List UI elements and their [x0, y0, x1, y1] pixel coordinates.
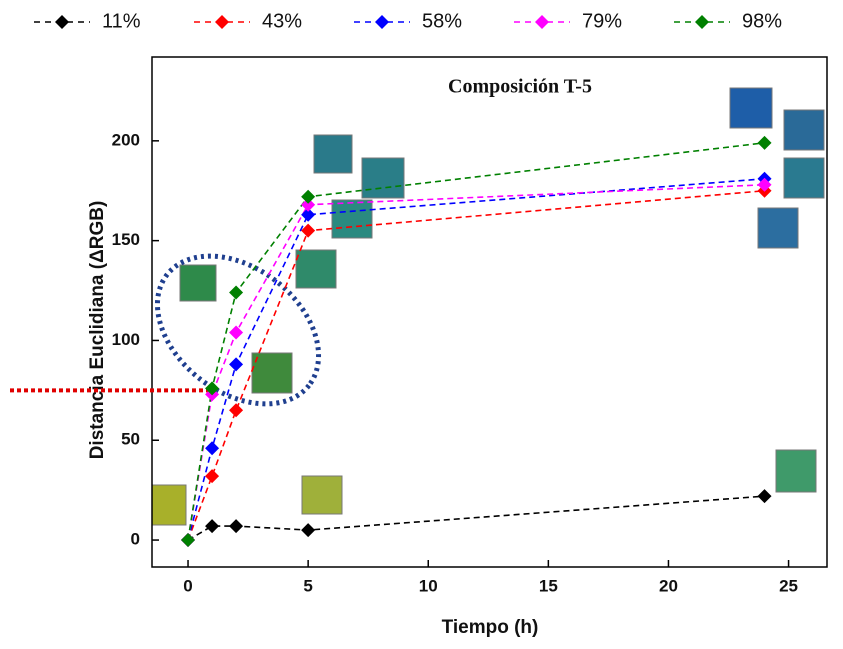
data-point [301, 197, 316, 212]
data-point [229, 285, 244, 300]
legend-label: 79% [582, 10, 622, 32]
data-point [205, 381, 220, 396]
legend-label: 43% [262, 10, 302, 32]
series-line [187, 189, 765, 541]
legend-marker [535, 15, 549, 29]
data-point [205, 441, 220, 456]
y-tick-label: 150 [112, 230, 140, 249]
y-tick-label: 50 [121, 430, 140, 449]
y-axis-label: Distancia Euclidiana (ΔRGB) [87, 201, 108, 460]
chart-title: Composición T-5 [448, 76, 592, 98]
x-tick-label: 20 [659, 576, 678, 595]
x-axis-label: Tiempo (h) [442, 617, 539, 638]
plot-frame [151, 56, 828, 568]
data-point [181, 533, 196, 548]
data-point [757, 177, 772, 192]
data-point [229, 325, 244, 340]
highlight-ellipse [154, 253, 322, 407]
data-point [229, 357, 244, 372]
sample-photos [151, 87, 825, 526]
series-line [187, 142, 765, 541]
data-point [205, 469, 220, 484]
x-tick-label: 25 [779, 576, 798, 595]
legend-marker [695, 15, 709, 29]
series-line [187, 495, 765, 541]
data-point [205, 519, 220, 534]
y-tick-label: 0 [131, 530, 140, 549]
data-point [301, 189, 316, 204]
x-tick-label: 15 [539, 576, 558, 595]
x-tick-label: 0 [183, 576, 192, 595]
data-point [229, 519, 244, 534]
legend-label: 58% [422, 10, 462, 32]
data-point [301, 223, 316, 238]
legend-label: 11% [102, 10, 141, 32]
y-tick-label: 100 [112, 330, 140, 349]
x-tick-label: 10 [419, 576, 438, 595]
legend-marker [375, 15, 389, 29]
data-point [757, 135, 772, 150]
data-point [757, 489, 772, 504]
legend-marker [55, 15, 69, 29]
data-point [229, 403, 244, 418]
legend-label: 98% [742, 10, 782, 32]
legend-marker [215, 15, 229, 29]
data-point [301, 523, 316, 538]
data-point [301, 207, 316, 222]
x-tick-label: 5 [303, 576, 312, 595]
y-tick-label: 200 [112, 130, 140, 149]
